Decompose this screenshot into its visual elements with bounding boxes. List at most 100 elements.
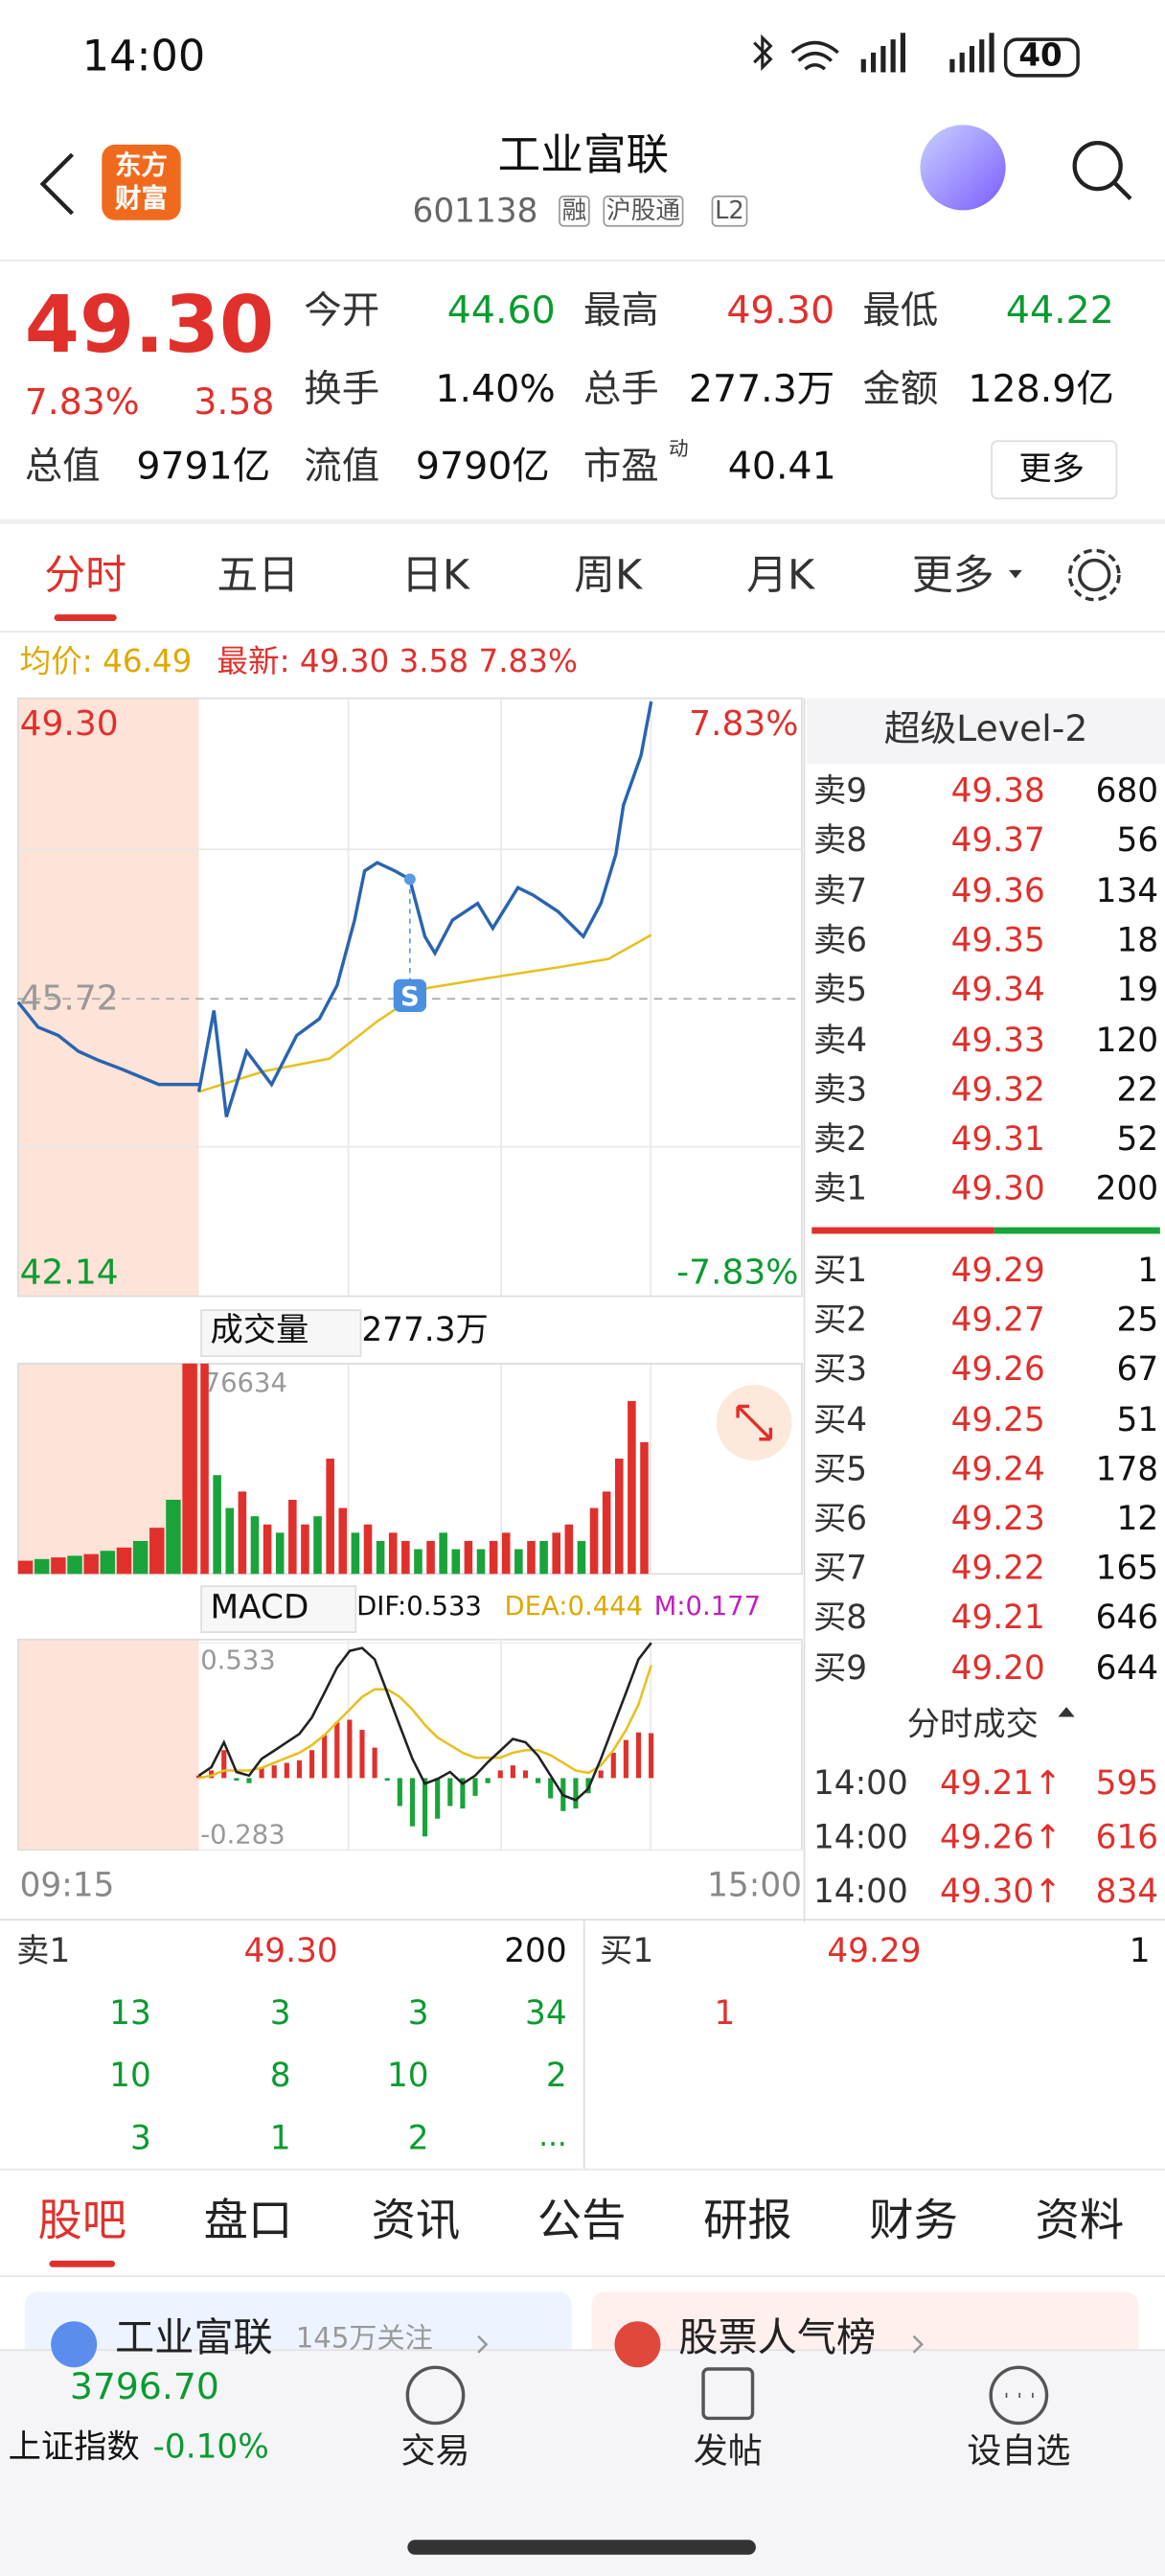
- more-button[interactable]: [991, 440, 1118, 500]
- bid-label: 买3: [812, 1349, 868, 1390]
- section-tab[interactable]: 股吧: [37, 2196, 127, 2247]
- volume-bar: [539, 1540, 548, 1575]
- volume-label[interactable]: 成交量: [210, 1309, 309, 1349]
- indicator-select[interactable]: [200, 1309, 362, 1358]
- ask-volume: 19: [1116, 969, 1159, 1009]
- home-indicator[interactable]: [407, 2540, 756, 2555]
- action-label[interactable]: 交易: [400, 2431, 470, 2472]
- more-label[interactable]: 更多: [1018, 448, 1085, 489]
- volume-bar: [338, 1507, 348, 1575]
- chart-tab[interactable]: 更多: [911, 551, 994, 599]
- ask-label: 卖9: [812, 770, 868, 811]
- field-value: 1.40%: [435, 368, 556, 412]
- trade-icon[interactable]: [405, 2365, 466, 2426]
- volume-bar: [388, 1532, 398, 1575]
- bid-price: 49.26: [950, 1349, 1045, 1390]
- chart-tab[interactable]: 周K: [574, 551, 643, 599]
- volume-bar: [614, 1459, 624, 1575]
- volume-bar: [439, 1532, 447, 1575]
- macd-bar: [359, 1730, 365, 1779]
- search-icon[interactable]: [1072, 141, 1123, 192]
- card-title[interactable]: 工业富联: [115, 2314, 273, 2361]
- macd-bar: [598, 1770, 604, 1779]
- macd-bar: [195, 1775, 202, 1779]
- bid-label: 买2: [812, 1300, 868, 1340]
- divider: [582, 1919, 585, 2169]
- index-value[interactable]: 3796.70: [69, 2367, 219, 2409]
- volume-bar: [552, 1532, 560, 1575]
- bid-volume: 646: [1095, 1597, 1159, 1638]
- bid-price: 49.20: [950, 1646, 1045, 1687]
- volume-bar: [363, 1524, 373, 1575]
- divider: [0, 2275, 1165, 2278]
- logo-text: 东方: [115, 150, 168, 181]
- card-sub: 145万关注: [295, 2323, 433, 2357]
- search-icon-handle: [1112, 180, 1132, 200]
- action-label[interactable]: 设自选: [967, 2431, 1071, 2472]
- section-tab[interactable]: 研报: [703, 2196, 792, 2247]
- bid-label: 买7: [812, 1548, 868, 1588]
- section-tab[interactable]: 财务: [869, 2196, 958, 2247]
- avatar[interactable]: [920, 125, 1006, 211]
- field-label: 最低: [862, 289, 939, 334]
- ask-label: 卖3: [812, 1069, 868, 1109]
- bid-price: 49.29: [950, 1250, 1045, 1290]
- volume-bar: [200, 1363, 209, 1575]
- macd-bar: [221, 1750, 227, 1779]
- tab-underline: [54, 614, 117, 622]
- macd-bar: [623, 1739, 628, 1779]
- ask-price: 49.35: [950, 919, 1045, 959]
- macd-label[interactable]: MACD: [210, 1587, 309, 1627]
- dea-label: DEA:0.444: [504, 1590, 644, 1622]
- section-tab[interactable]: 公告: [537, 2196, 627, 2247]
- m-label: M:0.177: [653, 1590, 762, 1622]
- section-tab[interactable]: 盘口: [203, 2196, 293, 2247]
- back-icon[interactable]: [39, 152, 74, 216]
- trades-title[interactable]: 分时成交: [906, 1703, 1039, 1743]
- macd-bar: [284, 1762, 289, 1779]
- divider: [803, 698, 806, 1922]
- tag: 融: [559, 196, 590, 227]
- bid-volume: 12: [1116, 1498, 1159, 1538]
- marker-badge: [393, 978, 426, 1013]
- app-logo[interactable]: [102, 144, 181, 220]
- macd-bar: [497, 1770, 503, 1779]
- field-value: 128.9亿: [968, 368, 1114, 412]
- wifi-icon: [790, 40, 839, 71]
- chart-tab[interactable]: 五日: [217, 551, 300, 599]
- bid-label: 买1: [812, 1250, 868, 1290]
- chart-tab[interactable]: 月K: [746, 551, 815, 599]
- volume-bar: [589, 1507, 599, 1575]
- post-icon[interactable]: [701, 2367, 755, 2421]
- settings-icon-ring: [1067, 548, 1121, 602]
- macd-bar: [422, 1778, 428, 1837]
- section-tab[interactable]: 资讯: [371, 2196, 461, 2247]
- volume-bar: [166, 1499, 181, 1575]
- bid-volume: 51: [1116, 1398, 1159, 1439]
- trade-price: 49.30↑: [940, 1871, 1062, 1911]
- level2-title[interactable]: 超级Level-2: [883, 709, 1088, 751]
- section-tab[interactable]: 资料: [1035, 2196, 1125, 2247]
- chart-tab[interactable]: 分时: [44, 551, 127, 599]
- volume-bar: [34, 1558, 50, 1575]
- index-name[interactable]: 上证指数: [8, 2426, 140, 2467]
- volume-bar: [501, 1532, 511, 1575]
- chart-tab[interactable]: 日K: [400, 551, 470, 599]
- watch-icon[interactable]: [989, 2365, 1049, 2426]
- card-title[interactable]: 股票人气榜: [678, 2314, 877, 2361]
- avg-line: [198, 933, 652, 1093]
- bid-price: 49.21: [950, 1597, 1045, 1638]
- settings-icon[interactable]: [1078, 558, 1111, 592]
- macd-bar: [510, 1765, 515, 1779]
- expand-icon: [736, 1404, 773, 1441]
- queue-volume: 1: [1129, 1930, 1151, 1970]
- ask-volume: 18: [1116, 919, 1159, 959]
- ask-label: 卖8: [812, 819, 868, 861]
- queue-price: 49.30: [243, 1930, 338, 1970]
- indicator-select[interactable]: [200, 1585, 357, 1634]
- status-time: 14:00: [81, 33, 206, 82]
- action-label[interactable]: 发帖: [693, 2431, 763, 2472]
- ask-price: 49.31: [950, 1118, 1045, 1159]
- ask-label: 卖5: [812, 969, 868, 1009]
